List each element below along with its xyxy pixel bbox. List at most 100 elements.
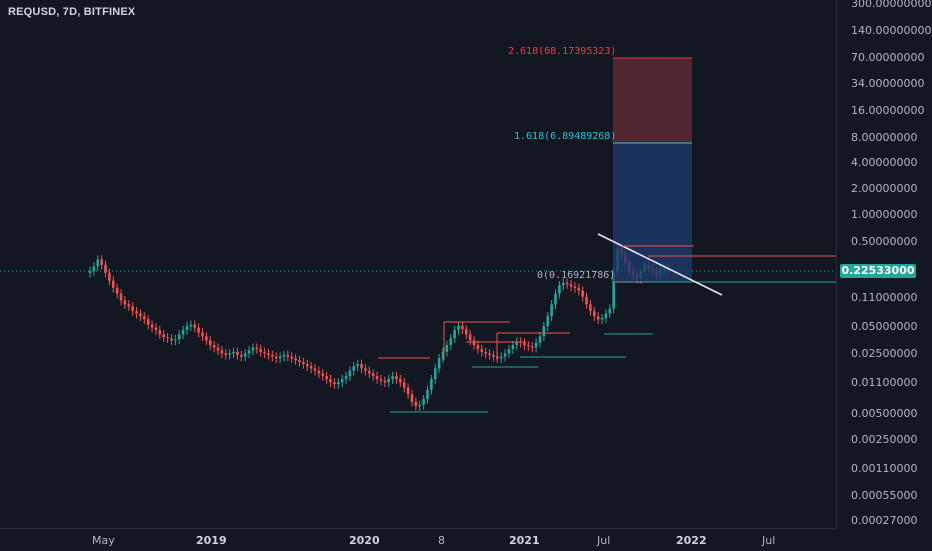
candle-body <box>511 345 515 349</box>
candle-body <box>569 284 573 287</box>
price-tick-label: 8.00000000 <box>851 131 918 144</box>
candle-body <box>554 293 557 305</box>
candle-body <box>302 362 305 365</box>
candle-body <box>484 351 487 354</box>
candle-body <box>360 364 363 369</box>
candle-body <box>329 379 332 383</box>
price-tick-label: 16.00000000 <box>851 104 925 117</box>
candle-body <box>251 347 255 351</box>
candle-body <box>146 319 150 325</box>
candle-body <box>150 324 154 328</box>
fib-lower-zone[interactable] <box>613 143 692 282</box>
candle-body <box>375 376 379 380</box>
candle-body <box>612 271 615 309</box>
candle-body <box>174 339 177 341</box>
price-tick-label: 140.00000000 <box>851 24 932 37</box>
price-tick-label: 0.05000000 <box>851 320 918 333</box>
candle-body <box>379 379 383 381</box>
candle-body <box>449 338 453 346</box>
candle-body <box>236 351 239 355</box>
candle-body <box>492 354 495 357</box>
candle-body <box>530 346 534 348</box>
price-tick-label: 0.02500000 <box>851 347 918 360</box>
candle-body <box>565 282 569 285</box>
candle-body <box>263 351 266 354</box>
candle-body <box>426 389 429 400</box>
candle-body <box>592 311 596 317</box>
candle-body <box>414 401 418 407</box>
candle-body <box>243 353 247 357</box>
trend-line[interactable] <box>597 233 723 296</box>
candle-body <box>255 347 259 349</box>
candle-body <box>201 332 204 337</box>
candle-body <box>468 334 472 341</box>
drawings-group <box>0 57 840 413</box>
candle-body <box>340 379 344 383</box>
candle-body <box>177 334 181 340</box>
candle-body <box>135 311 138 314</box>
candle-body <box>348 370 352 377</box>
candle-body <box>546 316 550 327</box>
candle-body <box>271 354 274 357</box>
time-tick-label: Jul <box>597 534 611 547</box>
price-tick-label: 1.00000000 <box>851 208 918 221</box>
candle-body <box>88 271 92 273</box>
candle-body <box>558 285 561 294</box>
candle-body <box>608 308 612 314</box>
time-tick-label: May <box>92 534 115 547</box>
candle-body <box>391 376 394 380</box>
candle-body <box>368 370 371 374</box>
candle-body <box>604 313 608 319</box>
candle-body <box>445 345 449 352</box>
candle-body <box>596 316 600 320</box>
time-tick-label: Jul <box>762 534 776 547</box>
candle-body <box>441 351 445 359</box>
candle-body <box>193 324 197 328</box>
fib-upper-zone[interactable] <box>613 58 692 143</box>
candle-body <box>422 399 425 405</box>
candle-body <box>166 337 169 339</box>
candle-body <box>371 373 375 377</box>
price-tick-label: 0.00055000 <box>851 489 918 502</box>
price-tick-label: 0.00110000 <box>851 462 918 475</box>
candle-body <box>321 373 325 377</box>
candle-body <box>534 342 538 348</box>
candle-body <box>383 380 387 383</box>
candle-body <box>581 290 584 297</box>
candle-body <box>247 350 251 354</box>
candle-body <box>205 336 208 341</box>
candle-body <box>309 366 313 369</box>
candle-body <box>96 259 100 267</box>
candle-body <box>212 345 216 348</box>
candle-body <box>181 329 185 335</box>
symbol-title[interactable]: REQUSD, 7D, BITFINEX <box>8 6 136 18</box>
candle-body <box>216 347 220 351</box>
candle-body <box>115 287 119 294</box>
candle-body <box>364 368 367 371</box>
candle-body <box>457 326 460 330</box>
candle-body <box>542 326 546 337</box>
candle-body <box>143 316 146 320</box>
fib-label-2618: 2.618(68.17395323) <box>508 46 617 57</box>
candle-body <box>228 353 231 355</box>
price-tick-label: 0.01100000 <box>851 376 918 389</box>
time-tick-label: 8 <box>438 534 445 547</box>
candle-body <box>410 394 414 402</box>
candle-body <box>286 354 290 357</box>
time-axis[interactable]: May 2019 2020 8 2021 Jul 2022 Jul <box>0 528 836 551</box>
candle-body <box>158 329 162 335</box>
candle-body <box>437 358 441 369</box>
candle-body <box>402 382 406 388</box>
candle-body <box>220 350 224 354</box>
price-tick-label: 4.00000000 <box>851 156 918 169</box>
candle-body <box>139 313 142 317</box>
price-tick-label: 0.50000000 <box>851 235 918 248</box>
candle-body <box>464 329 468 335</box>
candle-body <box>108 272 111 281</box>
candle-body <box>515 341 519 346</box>
candle-body <box>472 340 476 346</box>
fib-label-1618: 1.618(6.89489268) <box>514 131 617 142</box>
candle-body <box>119 293 123 301</box>
